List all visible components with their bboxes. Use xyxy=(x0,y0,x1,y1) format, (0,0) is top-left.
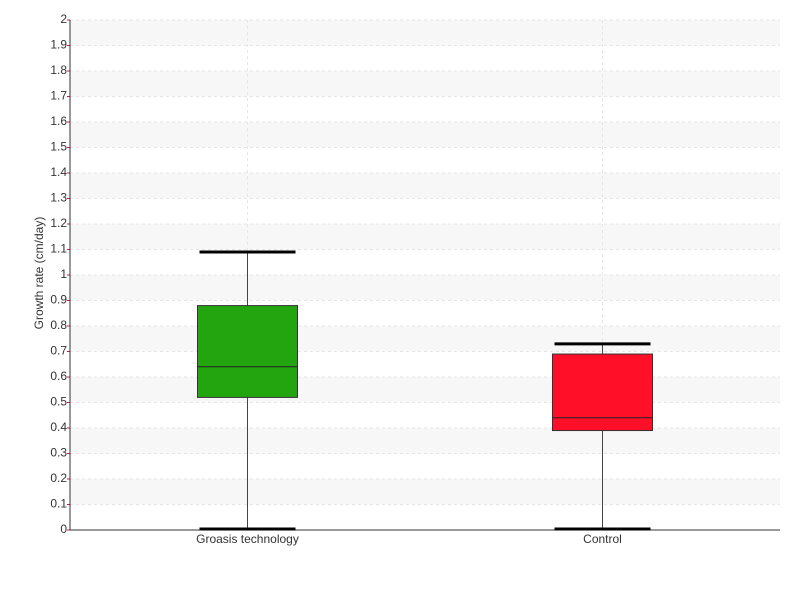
grid-band xyxy=(70,122,780,148)
x-tick-label: Control xyxy=(583,532,622,546)
y-axis-label: Growth rate (cm/day) xyxy=(32,217,46,330)
y-tick-label: 0.1 xyxy=(50,497,67,511)
box xyxy=(552,353,653,432)
grid-band xyxy=(70,326,780,352)
grid-band xyxy=(70,428,780,454)
y-tick-label: 1.9 xyxy=(50,38,67,52)
y-tick-label: 2 xyxy=(60,12,67,26)
y-tick-label: 0.4 xyxy=(50,420,67,434)
grid-band xyxy=(70,20,780,46)
y-tick-label: 1.3 xyxy=(50,191,67,205)
y-tick-label: 1.7 xyxy=(50,89,67,103)
y-tick-label: 1.8 xyxy=(50,63,67,77)
x-tick-label: Groasis technology xyxy=(196,532,299,546)
y-tick-label: 1.4 xyxy=(50,165,67,179)
y-tick-label: 0.2 xyxy=(50,471,67,485)
y-tick-label: 0.8 xyxy=(50,318,67,332)
grid-band xyxy=(70,479,780,505)
y-tick-label: 0.9 xyxy=(50,293,67,307)
y-tick-label: 1.2 xyxy=(50,216,67,230)
grid-band xyxy=(70,275,780,301)
y-tick-label: 1.5 xyxy=(50,140,67,154)
y-tick-label: 0.7 xyxy=(50,344,67,358)
y-tick-label: 0 xyxy=(60,522,67,536)
y-tick-label: 1.6 xyxy=(50,114,67,128)
grid-band xyxy=(70,173,780,199)
y-tick-label: 1.1 xyxy=(50,242,67,256)
grid-band xyxy=(70,224,780,250)
grid-band xyxy=(70,377,780,403)
grid-band xyxy=(70,71,780,97)
y-tick-label: 0.5 xyxy=(50,395,67,409)
y-tick-label: 0.6 xyxy=(50,369,67,383)
y-tick-label: 1 xyxy=(60,267,67,281)
y-tick-label: 0.3 xyxy=(50,446,67,460)
box xyxy=(197,305,298,398)
